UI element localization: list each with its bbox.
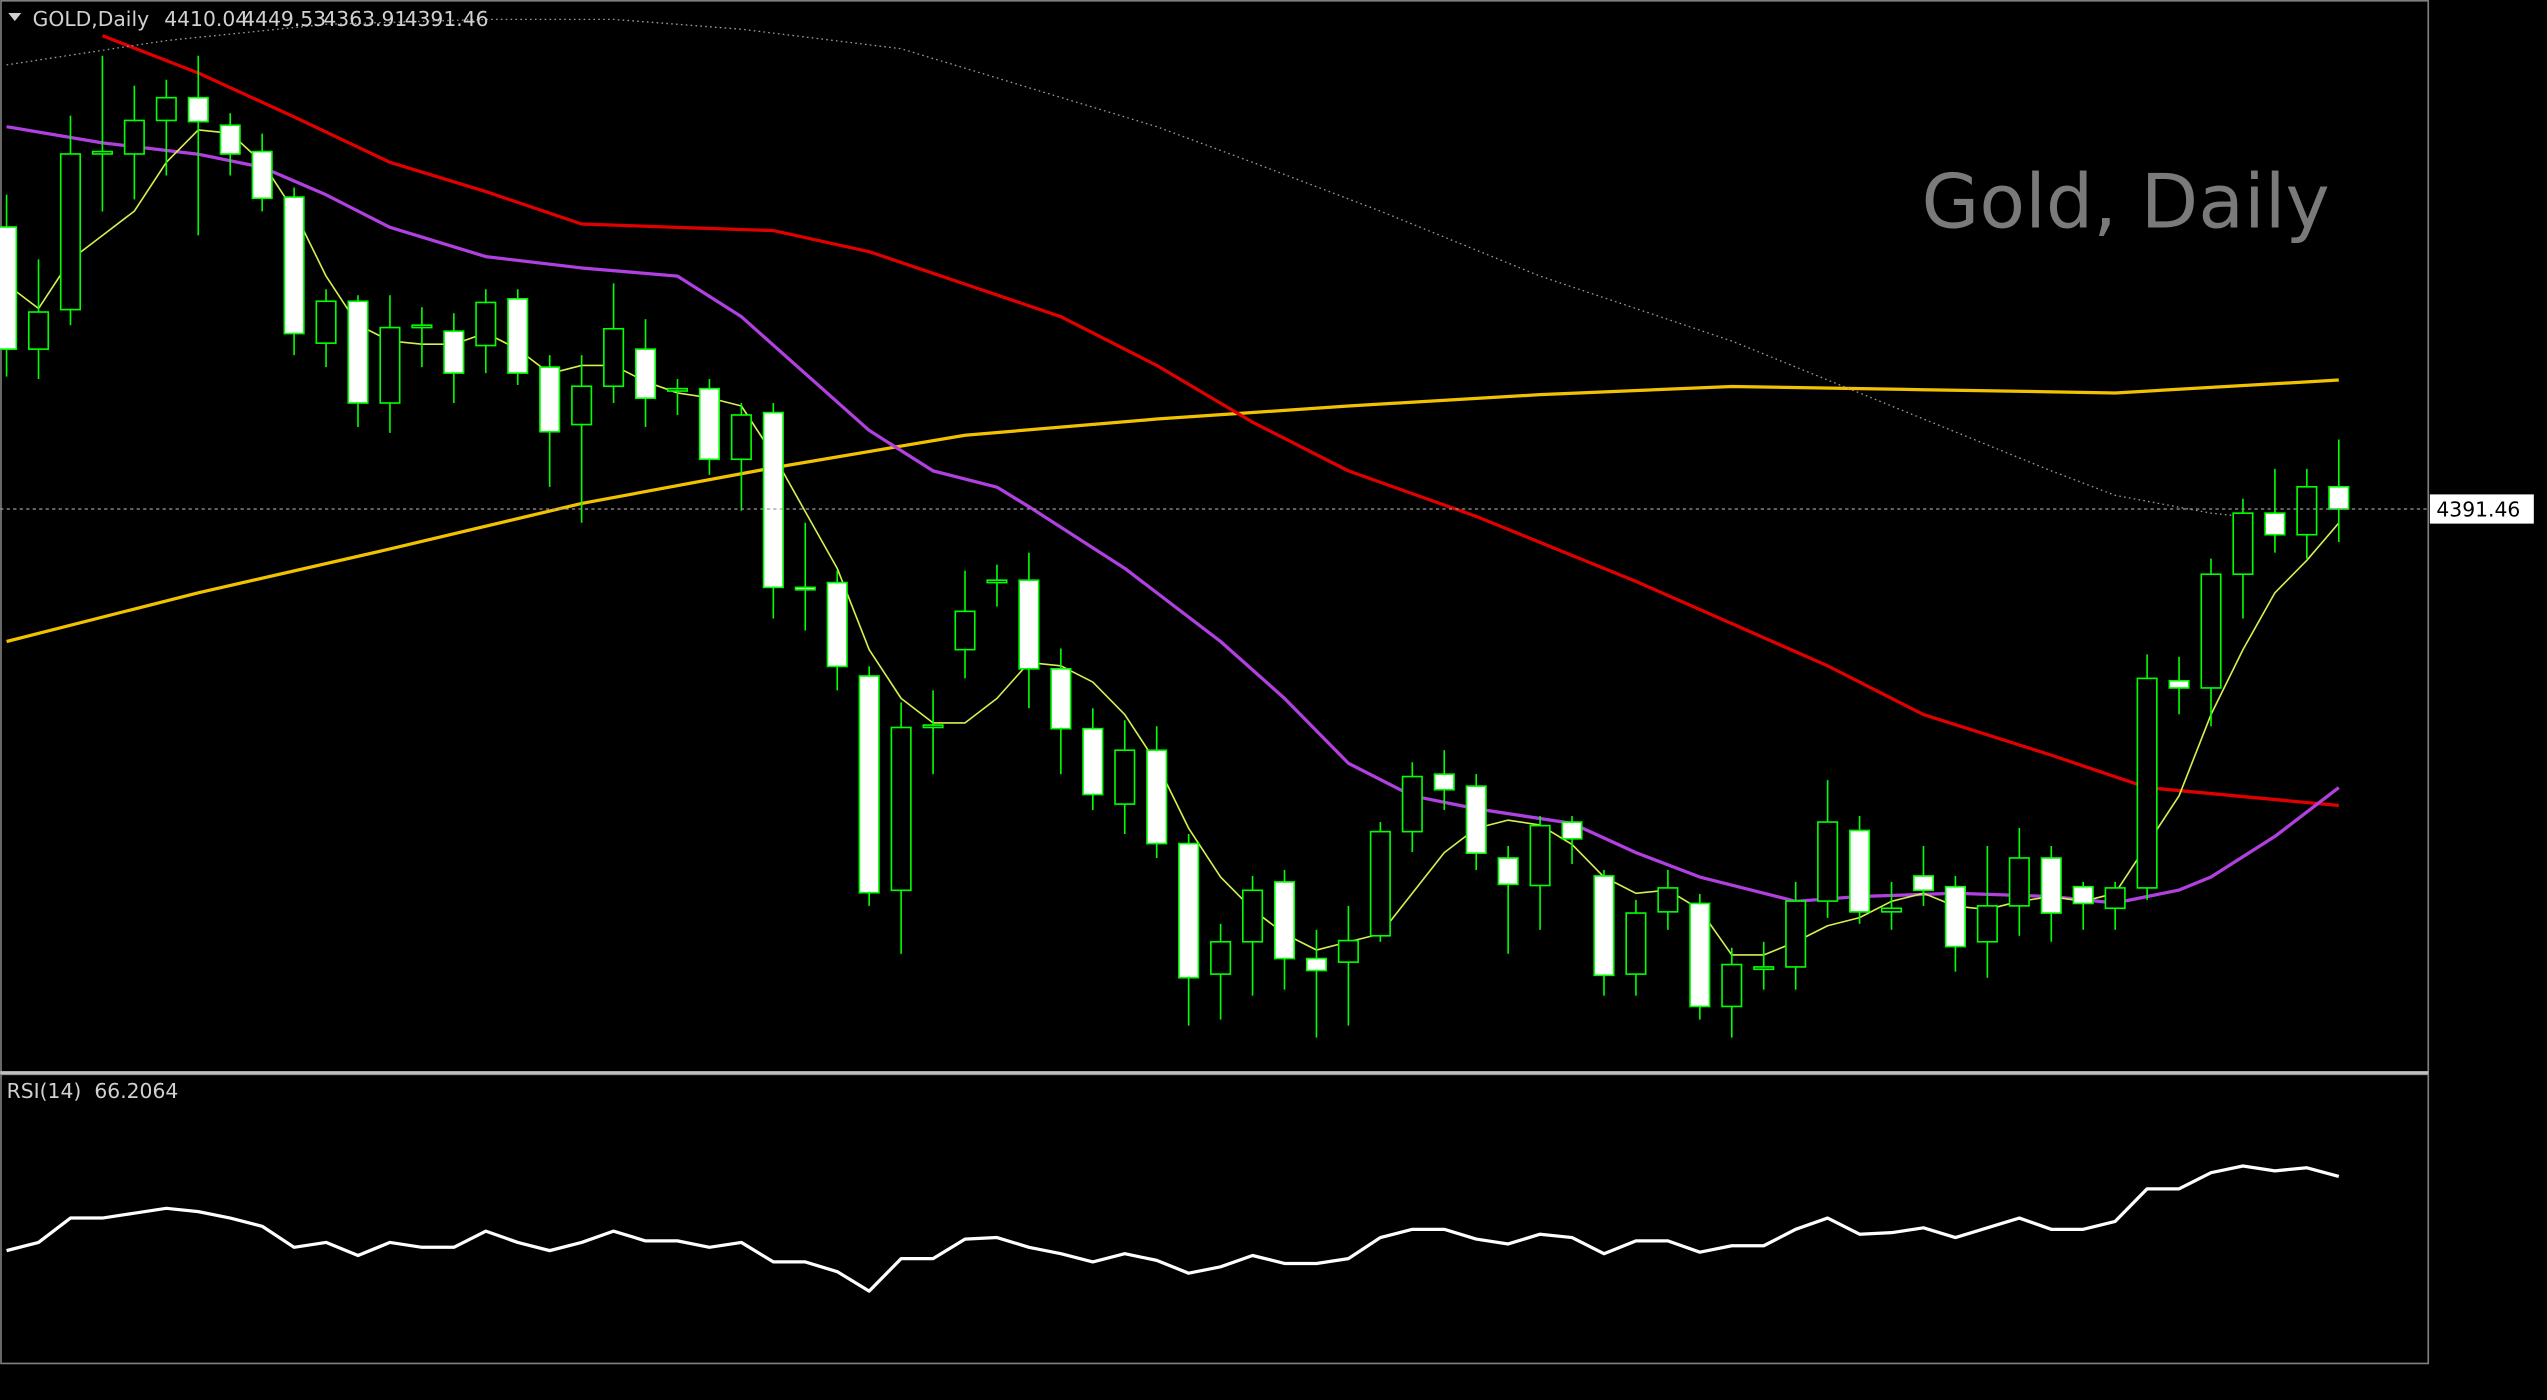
candle-body xyxy=(1082,727,1104,796)
candle-body xyxy=(986,579,1008,584)
candle-body xyxy=(251,150,273,200)
candle-body xyxy=(2008,857,2030,907)
chart-title: GOLD,Daily xyxy=(33,7,149,31)
candle-body xyxy=(1210,940,1232,975)
candle-body xyxy=(2264,512,2286,536)
candle-body xyxy=(1433,773,1455,791)
candle-body xyxy=(666,387,689,392)
candle-body xyxy=(634,348,657,400)
last-price-label: 4391.46 xyxy=(2436,497,2520,521)
candle-body xyxy=(1976,905,1998,943)
candle-body xyxy=(2072,885,2094,905)
candle-body xyxy=(698,387,720,461)
candle-body xyxy=(571,385,593,426)
candle-body xyxy=(2200,573,2222,689)
candle-body xyxy=(1785,900,1807,968)
candle-body xyxy=(1018,579,1040,670)
open-price: 4410.04 xyxy=(164,7,248,31)
candle-body xyxy=(1465,785,1487,854)
candle-body xyxy=(1273,881,1296,960)
candle-body xyxy=(1849,829,1871,913)
candle-body xyxy=(283,196,305,335)
candle-body xyxy=(1178,842,1200,979)
candle-body xyxy=(507,298,529,374)
rsi-title: RSI(14) xyxy=(7,1079,82,1103)
candle-body xyxy=(826,581,848,668)
candle-body xyxy=(2328,485,2350,510)
candle-body xyxy=(1721,963,1743,1008)
watermark: Gold, Daily xyxy=(1922,158,2330,245)
moving-average-line xyxy=(101,34,2339,808)
rsi-value: 66.2064 xyxy=(94,1079,178,1103)
candle-body xyxy=(2104,887,2126,910)
candle-body xyxy=(475,301,497,347)
candle-body xyxy=(1753,966,1775,971)
candle-body xyxy=(2232,512,2254,576)
candle-body xyxy=(1401,775,1423,833)
low-price: 4363.91 xyxy=(323,7,407,31)
candle-body xyxy=(0,226,18,350)
candle-body xyxy=(1497,857,1519,886)
candle-body xyxy=(1305,957,1328,972)
candle-body xyxy=(155,96,177,122)
last-price-box xyxy=(2429,494,2534,524)
candle-body xyxy=(59,153,82,311)
candle-body xyxy=(347,300,369,404)
candle-body xyxy=(1944,885,1966,948)
candle-body xyxy=(1657,887,1679,913)
candle-body xyxy=(730,414,752,461)
candle-body xyxy=(1880,907,1903,913)
candle-body xyxy=(2040,857,2062,914)
candle-body xyxy=(379,326,401,404)
candle-body xyxy=(91,150,113,155)
candle-body xyxy=(603,327,625,388)
candle-body xyxy=(1625,912,1647,975)
candle-body xyxy=(922,724,944,729)
candle-body xyxy=(1593,875,1615,977)
candle-body xyxy=(1912,875,1935,892)
candle-body xyxy=(411,324,433,329)
marks-layer xyxy=(0,18,2429,1293)
candle-body xyxy=(794,586,816,591)
candle-body xyxy=(315,300,337,344)
candle-body xyxy=(890,726,912,892)
candle-body xyxy=(27,311,50,350)
candle-body xyxy=(2168,679,2190,689)
candle-body xyxy=(1689,902,1711,1008)
candle-body xyxy=(1529,824,1551,887)
candle-body xyxy=(954,610,976,651)
candle-body xyxy=(443,330,465,374)
candle-body xyxy=(539,366,561,433)
candle-body xyxy=(123,119,145,155)
candle-body xyxy=(1817,821,1839,902)
candle-body xyxy=(219,124,241,155)
candle-body xyxy=(1337,939,1359,963)
candle-body xyxy=(1114,749,1136,805)
moving-average-line xyxy=(6,378,2339,644)
candle-body xyxy=(858,675,880,894)
candle-body xyxy=(1050,667,1072,730)
candle-body xyxy=(2296,486,2318,536)
rsi-line xyxy=(6,1164,2340,1293)
high-price: 4449.53 xyxy=(242,7,326,31)
candle-body xyxy=(2136,677,2158,889)
candle-body xyxy=(1561,821,1583,840)
close-price: 4391.46 xyxy=(405,7,489,31)
candle-body xyxy=(187,96,209,123)
text-layer: GOLD,Daily 4410.04 4449.53 4363.91 4391.… xyxy=(7,7,2534,1103)
candle-body xyxy=(1369,830,1391,937)
menu-triangle[interactable] xyxy=(8,12,22,22)
candle-body xyxy=(1146,749,1168,845)
candle-body xyxy=(762,411,784,589)
candle-body xyxy=(1242,889,1264,943)
